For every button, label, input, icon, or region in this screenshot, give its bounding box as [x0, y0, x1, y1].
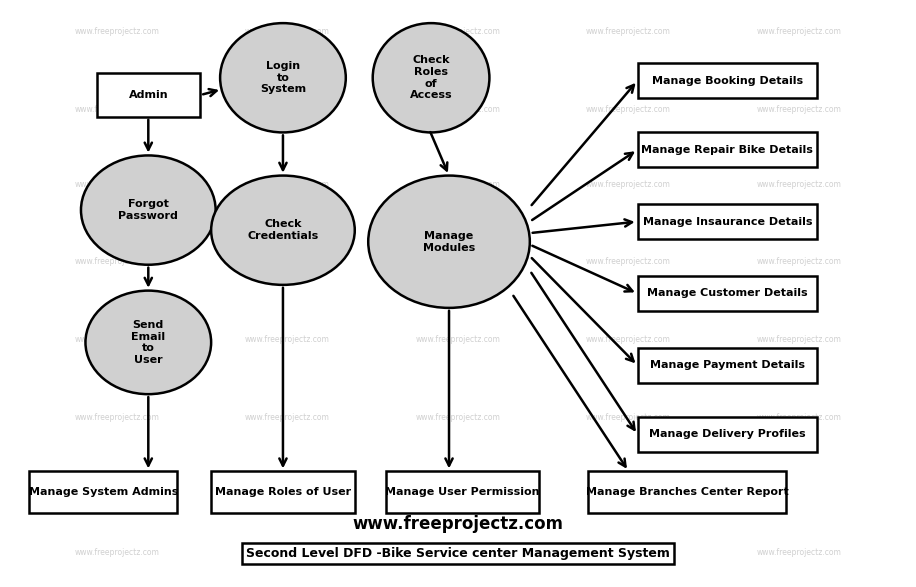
- Text: www.freeprojectz.com: www.freeprojectz.com: [416, 257, 500, 266]
- Text: www.freeprojectz.com: www.freeprojectz.com: [245, 413, 330, 421]
- Text: Manage Insaurance Details: Manage Insaurance Details: [642, 217, 812, 227]
- FancyBboxPatch shape: [638, 276, 817, 311]
- Text: Manage User Permission: Manage User Permission: [386, 487, 540, 497]
- FancyBboxPatch shape: [588, 471, 786, 512]
- Text: www.freeprojectz.com: www.freeprojectz.com: [757, 180, 842, 188]
- Text: www.freeprojectz.com: www.freeprojectz.com: [74, 27, 159, 36]
- Text: www.freeprojectz.com: www.freeprojectz.com: [416, 335, 500, 344]
- Text: Manage Booking Details: Manage Booking Details: [652, 76, 802, 86]
- Text: Login
to
System: Login to System: [260, 61, 306, 95]
- Text: www.freeprojectz.com: www.freeprojectz.com: [416, 105, 500, 114]
- Text: Send
Email
to
User: Send Email to User: [131, 320, 166, 365]
- Text: www.freeprojectz.com: www.freeprojectz.com: [757, 413, 842, 421]
- Text: Manage Branches Center Report: Manage Branches Center Report: [585, 487, 789, 497]
- FancyBboxPatch shape: [638, 133, 817, 167]
- Text: www.freeprojectz.com: www.freeprojectz.com: [416, 413, 500, 421]
- Text: www.freeprojectz.com: www.freeprojectz.com: [586, 257, 671, 266]
- Text: www.freeprojectz.com: www.freeprojectz.com: [586, 105, 671, 114]
- Text: Manage Repair Bike Details: Manage Repair Bike Details: [641, 144, 813, 155]
- Ellipse shape: [373, 23, 489, 133]
- Text: Manage Customer Details: Manage Customer Details: [647, 288, 808, 299]
- Text: www.freeprojectz.com: www.freeprojectz.com: [74, 335, 159, 344]
- FancyBboxPatch shape: [638, 204, 817, 239]
- FancyBboxPatch shape: [387, 471, 539, 512]
- Text: www.freeprojectz.com: www.freeprojectz.com: [416, 180, 500, 188]
- Text: Admin: Admin: [128, 90, 169, 100]
- Text: www.freeprojectz.com: www.freeprojectz.com: [586, 548, 671, 557]
- Text: Check
Credentials: Check Credentials: [247, 220, 319, 241]
- Ellipse shape: [220, 23, 346, 133]
- Text: Manage Payment Details: Manage Payment Details: [649, 360, 805, 370]
- Text: www.freeprojectz.com: www.freeprojectz.com: [245, 27, 330, 36]
- Text: Manage System Admins: Manage System Admins: [28, 487, 178, 497]
- Text: www.freeprojectz.com: www.freeprojectz.com: [245, 257, 330, 266]
- Text: Check
Roles
of
Access: Check Roles of Access: [409, 55, 453, 100]
- Text: Manage Roles of User: Manage Roles of User: [215, 487, 351, 497]
- Text: www.freeprojectz.com: www.freeprojectz.com: [586, 413, 671, 421]
- Text: www.freeprojectz.com: www.freeprojectz.com: [245, 105, 330, 114]
- Text: www.freeprojectz.com: www.freeprojectz.com: [586, 27, 671, 36]
- Text: www.freeprojectz.com: www.freeprojectz.com: [74, 105, 159, 114]
- Text: Manage Delivery Profiles: Manage Delivery Profiles: [649, 430, 805, 440]
- Ellipse shape: [85, 291, 212, 394]
- Text: www.freeprojectz.com: www.freeprojectz.com: [586, 335, 671, 344]
- Text: www.freeprojectz.com: www.freeprojectz.com: [586, 180, 671, 188]
- FancyBboxPatch shape: [638, 63, 817, 98]
- Text: Second Level DFD -Bike Service center Management System: Second Level DFD -Bike Service center Ma…: [246, 547, 670, 560]
- Text: www.freeprojectz.com: www.freeprojectz.com: [74, 548, 159, 557]
- Text: www.freeprojectz.com: www.freeprojectz.com: [757, 257, 842, 266]
- Text: www.freeprojectz.com: www.freeprojectz.com: [245, 180, 330, 188]
- Text: www.freeprojectz.com: www.freeprojectz.com: [74, 257, 159, 266]
- Text: www.freeprojectz.com: www.freeprojectz.com: [353, 515, 563, 532]
- Text: www.freeprojectz.com: www.freeprojectz.com: [416, 548, 500, 557]
- FancyBboxPatch shape: [211, 471, 354, 512]
- FancyBboxPatch shape: [638, 417, 817, 452]
- Text: Forgot
Password: Forgot Password: [118, 200, 179, 221]
- Ellipse shape: [81, 156, 215, 265]
- FancyBboxPatch shape: [97, 73, 200, 117]
- Text: www.freeprojectz.com: www.freeprojectz.com: [245, 335, 330, 344]
- Text: www.freeprojectz.com: www.freeprojectz.com: [245, 548, 330, 557]
- FancyBboxPatch shape: [29, 471, 178, 512]
- Ellipse shape: [368, 176, 529, 308]
- Text: www.freeprojectz.com: www.freeprojectz.com: [757, 27, 842, 36]
- Text: www.freeprojectz.com: www.freeprojectz.com: [74, 413, 159, 421]
- Text: www.freeprojectz.com: www.freeprojectz.com: [757, 335, 842, 344]
- Ellipse shape: [211, 176, 354, 285]
- Text: www.freeprojectz.com: www.freeprojectz.com: [757, 105, 842, 114]
- Text: Manage
Modules: Manage Modules: [423, 231, 475, 252]
- Text: www.freeprojectz.com: www.freeprojectz.com: [74, 180, 159, 188]
- FancyBboxPatch shape: [638, 348, 817, 383]
- Text: www.freeprojectz.com: www.freeprojectz.com: [416, 27, 500, 36]
- Text: www.freeprojectz.com: www.freeprojectz.com: [757, 548, 842, 557]
